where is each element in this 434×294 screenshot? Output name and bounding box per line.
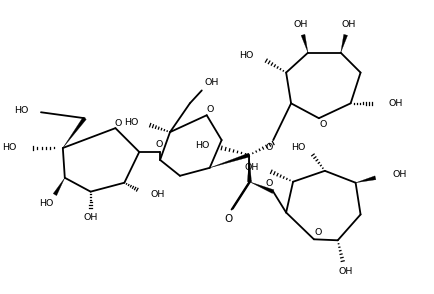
Text: HO: HO — [291, 143, 305, 153]
Text: HO: HO — [195, 141, 209, 150]
Polygon shape — [53, 178, 65, 196]
Text: O: O — [206, 105, 213, 114]
Text: HO: HO — [14, 106, 28, 115]
Polygon shape — [247, 155, 251, 182]
Text: OH: OH — [83, 213, 98, 222]
Text: OH: OH — [293, 20, 308, 29]
Polygon shape — [62, 117, 86, 148]
Text: OH: OH — [244, 163, 259, 172]
Text: OH: OH — [204, 78, 218, 87]
Text: OH: OH — [338, 267, 352, 275]
Polygon shape — [249, 182, 273, 193]
Text: OH: OH — [150, 190, 164, 199]
Polygon shape — [300, 34, 307, 53]
Text: OH: OH — [391, 170, 406, 179]
Text: O: O — [265, 143, 272, 153]
Text: HO: HO — [39, 199, 53, 208]
Text: OH: OH — [341, 20, 355, 29]
Text: O: O — [319, 120, 326, 129]
Text: HO: HO — [2, 143, 16, 153]
Text: HO: HO — [238, 51, 253, 60]
Text: HO: HO — [124, 118, 138, 127]
Text: O: O — [313, 228, 321, 237]
Polygon shape — [209, 153, 250, 168]
Polygon shape — [355, 176, 375, 183]
Polygon shape — [340, 34, 347, 53]
Text: O: O — [115, 119, 122, 128]
Text: OH: OH — [388, 99, 402, 108]
Text: O: O — [155, 140, 162, 148]
Text: O: O — [265, 179, 272, 188]
Text: O: O — [224, 214, 232, 224]
